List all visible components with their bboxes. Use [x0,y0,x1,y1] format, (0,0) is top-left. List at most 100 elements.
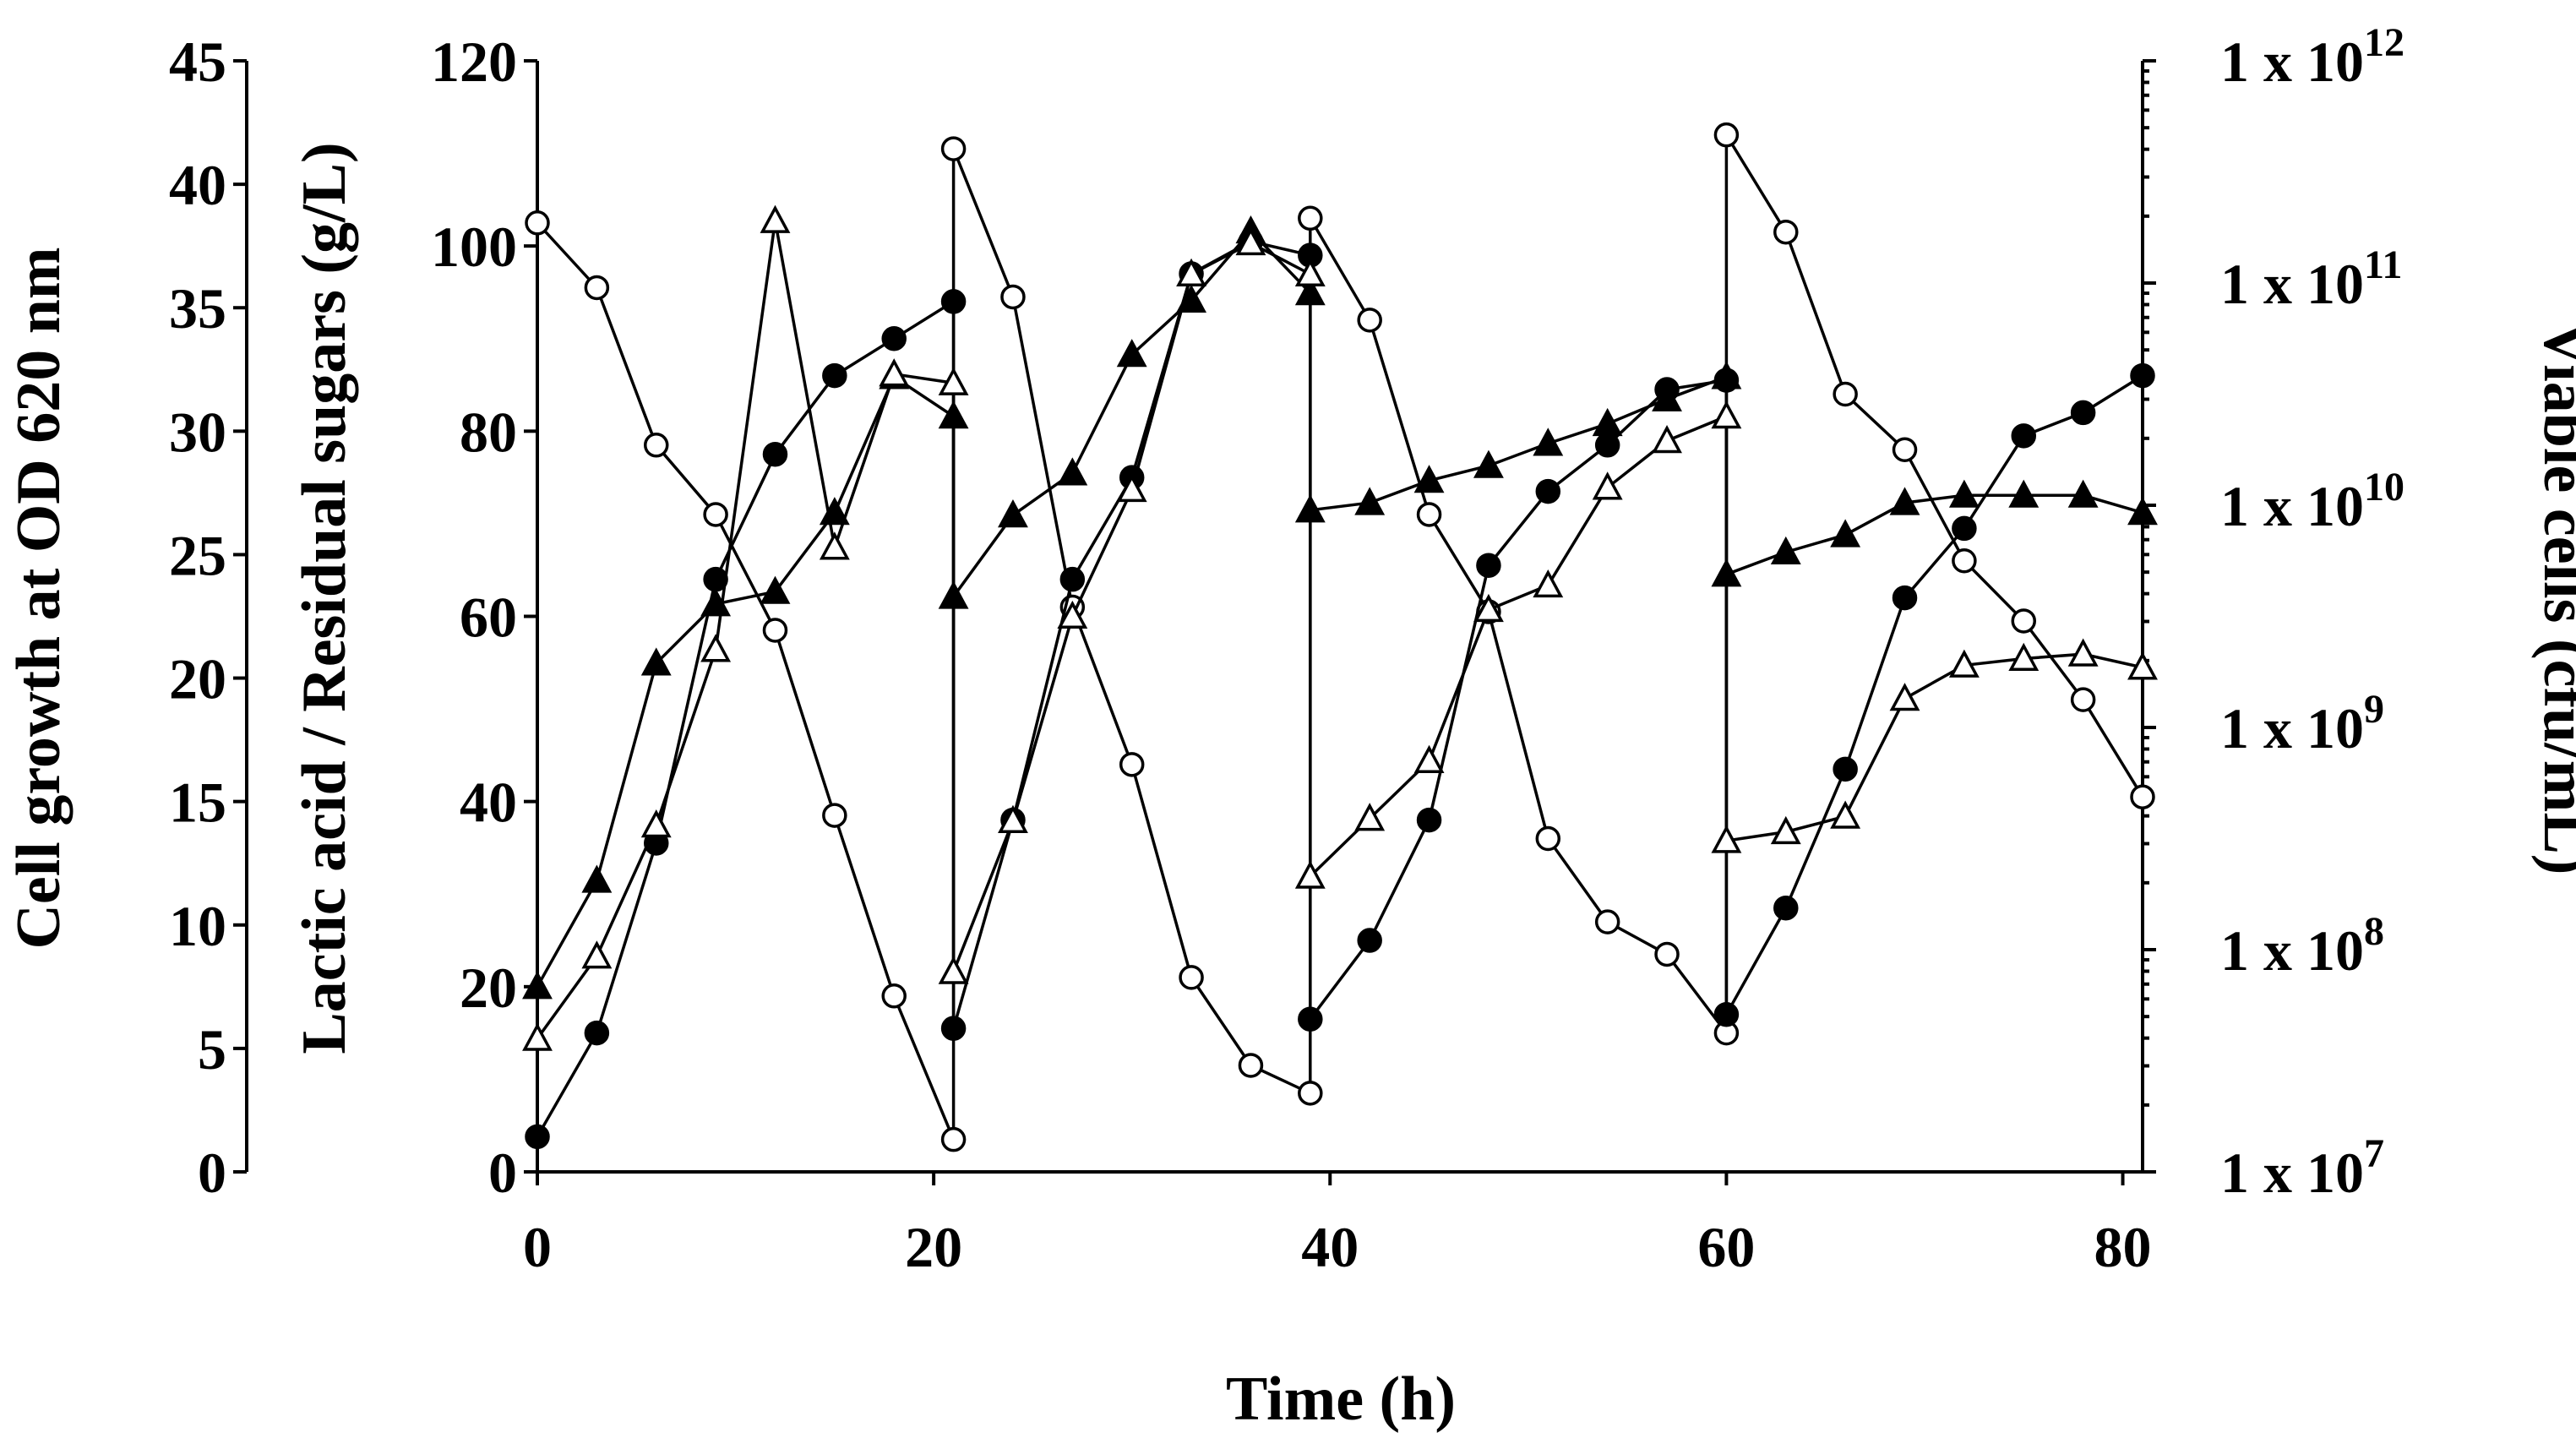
data-point [643,433,669,458]
data-point [1948,479,1980,508]
data-point [881,983,907,1009]
data-point [1119,752,1145,777]
data-point [2011,423,2037,449]
data-point [1713,1001,1740,1027]
data-point [1416,807,1442,833]
y-inner-tick-label: 60 [460,586,517,650]
y-outer-tick-label: 0 [198,1141,226,1205]
data-point [1654,941,1680,967]
data-point [1235,226,1266,256]
data-point [760,204,791,233]
data-point [1889,683,1920,711]
data-point [2011,608,2037,634]
data-point [822,362,847,389]
data-point [1711,361,1742,389]
y-outer-tick-label: 40 [169,153,226,217]
data-point [1476,553,1501,578]
x-axis-title: Time (h) [1226,1365,1456,1434]
y-outer-tick-label: 20 [169,647,226,711]
data-point [2127,651,2158,680]
data-point [1298,205,1323,232]
data-point [762,618,788,643]
data-point [640,809,672,838]
data-point [879,358,910,387]
series-viable-cells [522,204,2158,1051]
y-inner-tick-label: 80 [460,400,517,464]
data-point [1116,339,1147,368]
y-axis-title-right: Viable cells (cfu/mL) [2530,322,2576,875]
data-point [1294,258,1326,286]
y-right-tick-label: 1 x 108 [2220,909,2384,983]
data-point [938,367,969,395]
data-point [940,136,967,161]
data-point [940,1016,967,1041]
data-point [1116,473,1147,503]
data-point [1473,449,1504,478]
data-point [1000,284,1026,310]
data-point [2008,479,2040,508]
data-point [1830,519,1861,547]
data-point [1652,425,1682,454]
data-point [1713,122,1740,148]
data-point [1057,600,1088,629]
data-point [1833,381,1858,407]
y-inner-tick-label: 120 [431,30,517,94]
data-point [1535,478,1561,504]
data-point [1830,800,1861,829]
y-inner-tick-label: 100 [431,215,517,279]
data-point [1892,585,1918,611]
data-point [1413,465,1445,493]
data-point [1354,803,1386,831]
data-point [1594,909,1620,934]
data-point [1057,457,1088,486]
data-point [1711,825,1742,853]
data-point [822,803,847,828]
data-point [998,499,1028,528]
data-point [1773,895,1799,921]
data-point [2130,362,2155,389]
y-axis-title-inner: Lactic acid / Residual sugars (g/L) [290,142,359,1054]
data-point [819,531,850,560]
data-point [2067,638,2099,667]
x-tick-label: 60 [1697,1215,1755,1279]
data-point [2008,642,2040,671]
x-tick-label: 80 [2094,1215,2152,1279]
data-point [1059,566,1086,592]
data-point [522,1022,553,1051]
data-point [1298,1006,1323,1032]
data-point [1594,433,1620,458]
data-point [1833,756,1858,782]
data-point [1357,928,1382,953]
data-point [525,210,550,236]
series-lactic-acid [525,228,2155,1150]
data-point [1176,258,1207,286]
data-point [584,1020,610,1046]
data-point [1413,744,1445,773]
y-right-tick-label: 1 x 109 [2220,687,2384,760]
y-outer-tick-label: 15 [169,771,226,835]
data-point [1416,502,1442,527]
series-residual-sugars [525,122,2155,1152]
data-point [940,289,967,314]
data-point [762,441,788,467]
plot-area [522,122,2158,1152]
y-right-tick-label: 1 x 1012 [2220,20,2404,94]
data-point [1952,515,1977,542]
data-point [522,971,553,1000]
y-inner-tick-label: 0 [488,1141,517,1205]
data-point [1948,649,1980,678]
data-point [940,1126,967,1152]
y-outer-tick-label: 5 [198,1017,226,1081]
data-point [1773,219,1799,245]
data-point [1652,383,1682,411]
y-inner-tick-label: 40 [460,771,517,835]
data-point [1892,437,1918,462]
y-outer-tick-label: 35 [169,276,226,340]
data-point [700,634,732,662]
data-point [1952,548,1977,574]
data-point [1711,400,1742,429]
data-point [2070,687,2096,712]
data-point [584,275,610,301]
x-tick-label: 20 [905,1215,962,1279]
